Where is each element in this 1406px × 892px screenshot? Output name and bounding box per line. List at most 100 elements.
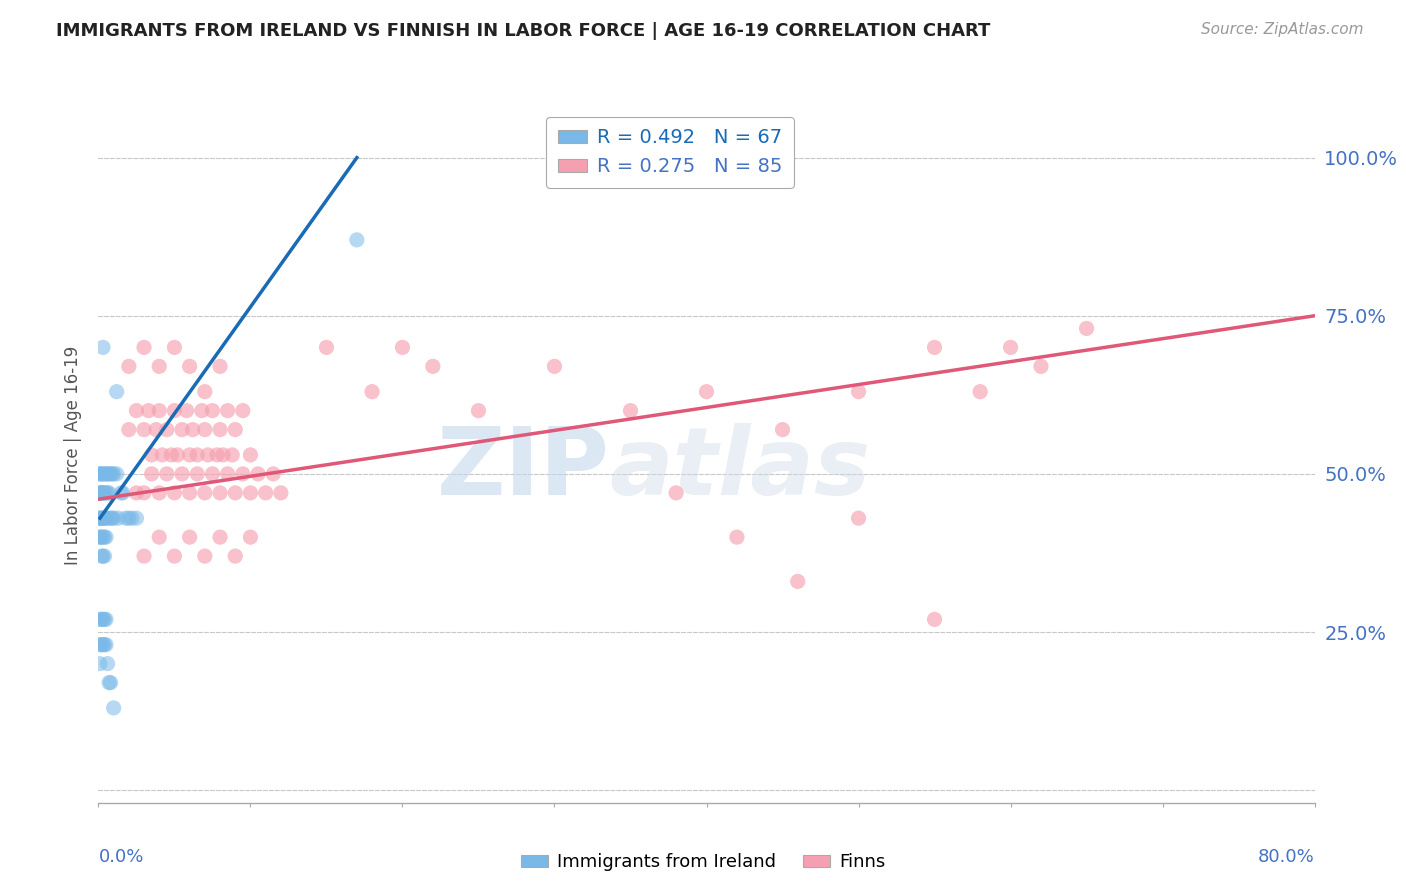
Point (91, 530, 114, 544)
Point (346, 233, 368, 247)
Point (125, 511, 148, 525)
Point (96, 657, 118, 671)
Point (186, 467, 208, 481)
Point (786, 574, 808, 589)
Point (176, 403, 198, 417)
Point (422, 359, 444, 374)
Point (90, 511, 112, 525)
Text: 80.0%: 80.0% (1258, 848, 1315, 866)
Point (90, 486, 112, 500)
Legend: Immigrants from Ireland, Finns: Immigrants from Ireland, Finns (513, 847, 893, 879)
Point (1000, 340, 1022, 354)
Point (91, 486, 114, 500)
Point (103, 701, 125, 715)
Point (148, 403, 170, 417)
Point (93, 467, 115, 481)
Point (194, 486, 217, 500)
Text: Source: ZipAtlas.com: Source: ZipAtlas.com (1201, 22, 1364, 37)
Point (224, 549, 246, 563)
Point (90, 467, 112, 481)
Point (89, 657, 111, 671)
Point (160, 448, 183, 462)
Legend: R = 0.492   N = 67, R = 0.275   N = 85: R = 0.492 N = 67, R = 0.275 N = 85 (546, 117, 794, 188)
Point (94, 511, 117, 525)
Point (107, 511, 129, 525)
Point (138, 403, 160, 417)
Point (121, 511, 143, 525)
Point (163, 486, 186, 500)
Text: IMMIGRANTS FROM IRELAND VS FINNISH IN LABOR FORCE | AGE 16-19 CORRELATION CHART: IMMIGRANTS FROM IRELAND VS FINNISH IN LA… (56, 22, 991, 40)
Point (201, 403, 224, 417)
Point (103, 467, 125, 481)
Point (163, 403, 186, 417)
Point (103, 511, 125, 525)
Point (1076, 321, 1098, 335)
Point (132, 549, 155, 563)
Point (209, 359, 232, 374)
Point (239, 486, 262, 500)
Point (247, 467, 270, 481)
Point (543, 359, 565, 374)
Point (212, 448, 235, 462)
Point (125, 403, 148, 417)
Point (105, 467, 128, 481)
Point (100, 511, 122, 525)
Point (96, 486, 118, 500)
Point (89, 638, 111, 652)
Point (315, 340, 337, 354)
Point (1029, 359, 1052, 374)
Point (93, 638, 115, 652)
Point (148, 486, 170, 500)
Point (665, 486, 688, 500)
Point (132, 340, 155, 354)
Point (89, 530, 111, 544)
Point (205, 448, 228, 462)
Point (98, 675, 121, 690)
Point (924, 612, 946, 626)
Point (98, 486, 121, 500)
Point (141, 448, 163, 462)
Point (772, 423, 794, 437)
Point (179, 486, 201, 500)
Point (186, 448, 208, 462)
Point (101, 467, 124, 481)
Point (270, 486, 292, 500)
Point (93, 530, 115, 544)
Point (194, 549, 217, 563)
Point (105, 384, 128, 399)
Point (170, 423, 193, 437)
Point (209, 530, 232, 544)
Point (217, 403, 239, 417)
Point (93, 612, 115, 626)
Point (91, 467, 114, 481)
Point (90, 612, 112, 626)
Point (91, 638, 114, 652)
Point (90, 530, 112, 544)
Point (118, 423, 141, 437)
Point (725, 530, 748, 544)
Point (89, 511, 111, 525)
Text: atlas: atlas (609, 423, 870, 515)
Point (391, 340, 413, 354)
Point (170, 467, 193, 481)
Text: 0.0%: 0.0% (98, 848, 143, 866)
Point (194, 423, 217, 437)
Point (179, 448, 201, 462)
Point (94, 638, 117, 652)
Point (467, 403, 489, 417)
Point (94, 467, 117, 481)
Point (125, 486, 148, 500)
Point (90, 549, 112, 563)
Point (118, 511, 141, 525)
Point (191, 403, 214, 417)
Point (89, 486, 111, 500)
Point (114, 511, 136, 525)
Point (254, 486, 277, 500)
Point (179, 530, 201, 544)
Point (91, 549, 114, 563)
Point (209, 486, 232, 500)
Point (118, 359, 141, 374)
Point (150, 448, 173, 462)
Point (224, 423, 246, 437)
Point (163, 340, 186, 354)
